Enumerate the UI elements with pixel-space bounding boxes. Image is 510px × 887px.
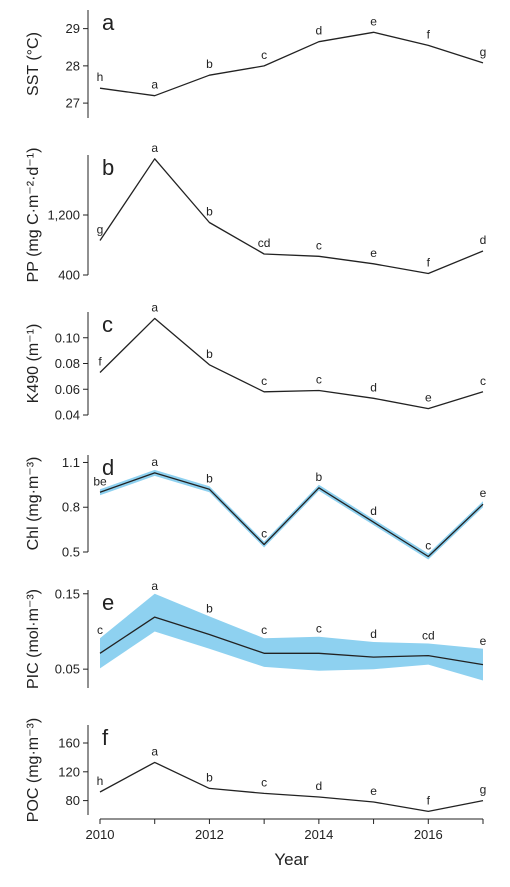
significance-label: d [480,233,487,247]
y-tick-label: 0.05 [55,662,80,677]
x-tick-label: 2012 [195,827,224,842]
y-tick-label: 29 [66,21,80,36]
x-tick-label: 2014 [304,827,333,842]
significance-label: e [480,486,487,500]
y-axis-title: SST (°C) [25,32,42,96]
significance-label: e [370,14,377,28]
significance-label: c [261,623,267,637]
significance-label: f [98,355,102,369]
panel-letter: d [102,455,114,480]
y-tick-label: 1,200 [47,208,80,223]
significance-label: f [427,256,431,270]
significance-label: e [370,246,377,260]
significance-label: c [316,622,322,636]
x-axis-title: Year [274,850,309,869]
significance-label: b [206,347,213,361]
y-tick-label: 0.08 [55,356,80,371]
panel-letter: b [102,155,114,180]
panel-a: 27 28 29 SST (°C) a h a b c d e f g [25,10,486,118]
y-tick-label: 160 [58,736,80,751]
panel-letter: e [102,590,114,615]
significance-label: d [370,380,377,394]
y-tick-label: 28 [66,58,80,73]
significance-label: d [316,24,323,38]
significance-label: a [151,141,158,155]
series-line [99,616,484,666]
series-line [99,31,484,97]
y-tick-label: 0.04 [55,408,80,423]
series-line [99,472,484,558]
y-axis-title: PP (mg C·m⁻²·d⁻¹) [25,148,42,283]
significance-label: e [370,784,377,798]
significance-label: c [261,48,267,62]
significance-label: b [206,471,213,485]
significance-label: c [261,775,267,789]
significance-label: cd [422,629,435,643]
x-tick-label: 2010 [86,827,115,842]
y-axis-title: PIC (mol·m⁻³) [25,589,42,689]
significance-label: c [425,538,431,552]
y-tick-label: 0.10 [55,330,80,345]
panel-letter: c [102,312,113,337]
significance-label: a [151,78,158,92]
significance-label: h [97,70,104,84]
significance-label: g [480,45,487,59]
significance-label: be [93,474,107,488]
y-tick-label: 1.1 [62,455,80,470]
series-line [99,158,484,275]
y-axis-title: K490 (m⁻¹) [25,324,42,404]
significance-label: c [480,374,486,388]
panel-letter: a [102,10,115,35]
significance-label: b [206,205,213,219]
panel-f: 80 120 160 POC (mg·m⁻³) f h a b c d e f g [25,718,486,822]
significance-label: f [427,27,431,41]
significance-label: d [370,627,377,641]
y-axis-title: Chl (mg·m⁻³) [25,457,42,551]
confidence-band [100,593,483,681]
significance-label: h [97,774,104,788]
significance-label: c [97,623,103,637]
significance-label: f [427,793,431,807]
significance-label: b [206,57,213,71]
panel-c: 0.04 0.06 0.08 0.10 K490 (m⁻¹) c f a b c c d e c [25,300,486,422]
significance-label: a [151,744,158,758]
y-axis-title: POC (mg·m⁻³) [25,718,42,822]
significance-label: d [370,504,377,518]
y-tick-label: 0.06 [55,382,80,397]
y-tick-label: 0.8 [62,500,80,515]
significance-label: e [480,634,487,648]
significance-label: c [316,373,322,387]
y-tick-label: 0.5 [62,545,80,560]
significance-label: c [261,527,267,541]
panel-letter: f [102,725,109,750]
y-tick-label: 0.15 [55,586,80,601]
confidence-band [100,469,483,560]
significance-label: d [316,779,323,793]
significance-label: b [206,601,213,615]
significance-label: a [151,579,158,593]
y-tick-label: 80 [66,793,80,808]
significance-label: e [425,391,432,405]
significance-label: b [206,770,213,784]
panel-b: 400 1,200 PP (mg C·m⁻²·d⁻¹) b g a b cd c e f d [25,141,486,283]
significance-label: b [316,470,323,484]
series-line [99,761,484,813]
significance-label: a [151,455,158,469]
x-tick-label: 2016 [414,827,443,842]
significance-label: g [97,223,104,237]
y-tick-label: 400 [58,268,80,283]
significance-label: c [261,374,267,388]
significance-label: a [151,300,158,314]
series-line [99,317,484,410]
y-tick-label: 120 [58,764,80,779]
significance-label: c [316,238,322,252]
y-tick-label: 27 [66,96,80,111]
significance-label: cd [258,236,271,250]
significance-label: g [480,783,487,797]
